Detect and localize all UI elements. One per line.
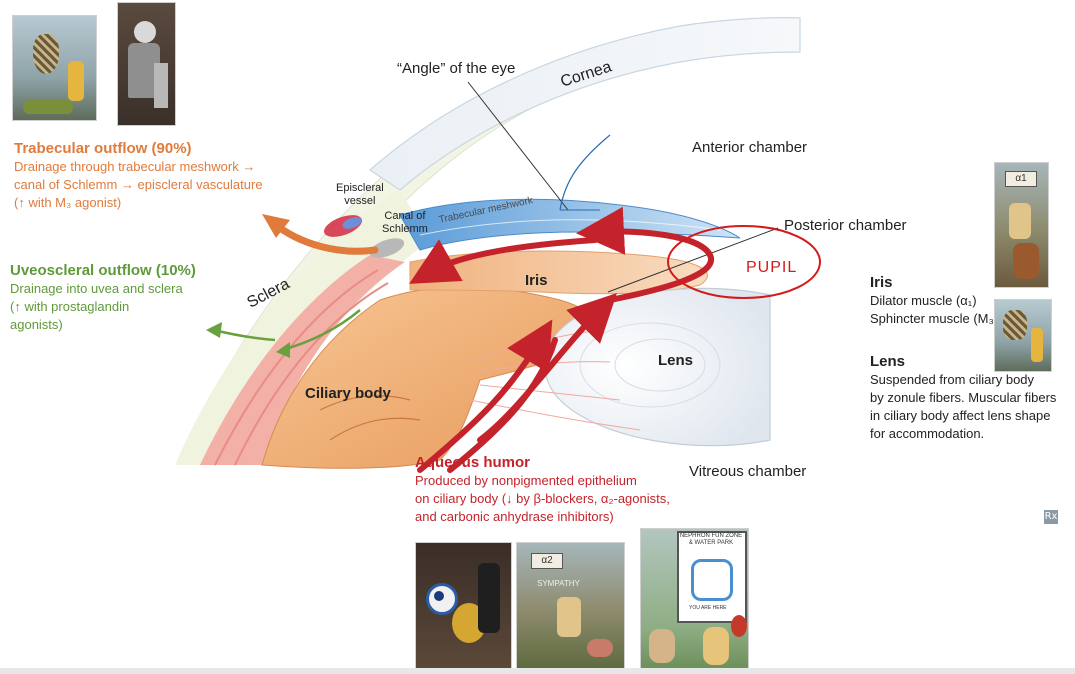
label-anterior-chamber: Anterior chamber [692,139,808,156]
aqueous-flow-arrows [409,206,715,473]
nephron-sign: NEPHRON FUN ZONE & WATER PARK [679,533,743,546]
label-lens: Lens [658,352,694,369]
bottom-scrollbar[interactable] [0,668,1075,674]
label-pupil: PUPIL [746,259,798,276]
alpha1-sign: α1 [1005,171,1037,187]
trabecular-outflow-title: Trabecular outflow (90%) [14,140,192,157]
label-angle: “Angle” of the eye [397,60,516,77]
angle-pointer-line [467,81,569,211]
iris-info: Iris Dilator muscle (α₁) Sphincter muscl… [870,274,999,326]
lens-info: Lens Suspended from ciliary body by zonu… [870,353,1057,441]
thumbnail-sympathy-house[interactable]: α2 SYMPATHY [516,542,625,670]
label-vitreous-chamber: Vitreous chamber [689,463,807,480]
pupil-annotation-circle [667,225,821,299]
alpha2-sign: α2 [531,553,563,569]
thumbnail-trabecular-net[interactable] [12,15,97,121]
label-ciliary-body: Ciliary body [305,385,391,402]
thumbnail-figure-dark[interactable] [117,2,176,126]
iris-info-title: Iris [870,274,893,291]
label-canal-of-schlemm: Canal of Schlemm [382,210,428,235]
rx-icon[interactable]: Rx [1044,510,1058,524]
sympathy-sign: SYMPATHY [537,579,580,588]
aqueous-humor-note: Aqueous humor Produced by nonpigmented e… [415,454,670,524]
thumbnail-net-bag[interactable] [994,299,1052,372]
label-iris: Iris [525,272,548,289]
you-are-here-sign: YOU ARE HERE [689,605,727,611]
thumbnail-tuba-player[interactable] [415,542,512,670]
aqueous-humor-title: Aqueous humor [415,454,530,471]
lens-info-title: Lens [870,353,906,370]
cornea-shape [369,17,801,191]
canal-of-schlemm-shape [369,238,405,258]
label-posterior-chamber: Posterior chamber [784,217,907,234]
choroid-shape [200,255,405,465]
trabecular-outflow-note: Trabecular outflow (90%) Drainage throug… [14,140,263,210]
uveoscleral-outflow-title: Uveoscleral outflow (10%) [10,262,196,279]
posterior-chamber-pointer [607,227,779,293]
uveoscleral-outflow-note: Uveoscleral outflow (10%) Drainage into … [10,262,196,332]
label-episcleral-vessel: Episcleral vessel [336,182,384,207]
trabecular-meshwork-shape [399,198,741,251]
thumbnail-alpha1-house[interactable]: α1 [994,162,1049,288]
thumbnail-nephron-park[interactable]: NEPHRON FUN ZONE & WATER PARK YOU ARE HE… [640,528,749,670]
